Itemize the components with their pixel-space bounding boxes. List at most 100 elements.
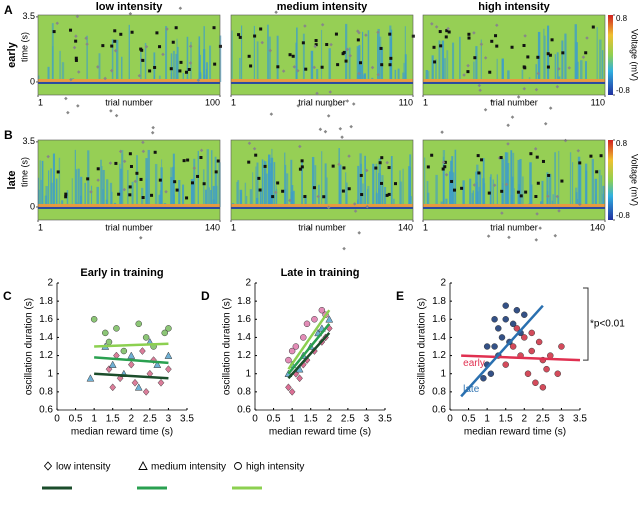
heatmap-marker [179, 60, 183, 64]
heatmap-stripe [479, 172, 482, 207]
heatmap-marker [110, 44, 114, 48]
heatmap-marker [599, 154, 603, 158]
heatmap-marker [519, 194, 523, 198]
heatmap-marker [374, 166, 378, 170]
heatmap-marker [555, 194, 560, 199]
x-tick-label: 1 [289, 414, 295, 425]
heatmap-stripe [338, 148, 341, 207]
heatmap-marker [349, 124, 353, 129]
x-tick-label: 0 [252, 414, 258, 425]
heatmap-marker [490, 99, 494, 103]
heatmap-stripe [140, 51, 142, 82]
colorbar-tick-label: -0.8 [616, 211, 630, 220]
fit-line [287, 323, 331, 375]
heatmap-stripe [295, 42, 297, 82]
heatmap-stripe [286, 173, 289, 207]
heatmap-stripe [255, 166, 257, 207]
heatmap-marker [534, 195, 538, 199]
heatmap-marker [178, 69, 182, 73]
y-tick-label: 1 [440, 368, 446, 379]
heatmap-stripe [480, 39, 482, 82]
heatmap-stripe [208, 187, 210, 207]
heatmap-marker [288, 53, 292, 57]
heatmap-marker [359, 61, 363, 65]
heatmap-marker [364, 168, 369, 173]
heatmap-marker [443, 165, 447, 169]
heatmap-marker [341, 52, 345, 56]
heatmap-band [38, 203, 220, 207]
heatmap-marker [500, 189, 504, 193]
heatmap-marker [336, 63, 340, 67]
heatmap-stripe [182, 73, 184, 82]
x-tick-label: 1 [423, 222, 428, 232]
heatmap-marker [296, 103, 301, 108]
heatmap-stripe [147, 149, 150, 207]
heatmap-marker [438, 30, 442, 34]
heatmap-stripe [256, 41, 259, 82]
heatmap-marker [444, 172, 449, 177]
heatmap-stripe [519, 159, 522, 207]
heatmap-marker [477, 171, 481, 175]
heatmap-stripe [381, 183, 384, 207]
x-tick-label: 3 [166, 414, 172, 425]
heatmap-stripe [40, 179, 42, 207]
heatmap-stripe [569, 152, 572, 207]
heatmap-stripe [501, 58, 504, 82]
heatmap-stripe [268, 36, 271, 82]
point [528, 329, 535, 337]
heatmap-stripe [190, 178, 194, 207]
heatmap-marker [135, 171, 139, 175]
heatmap-marker [488, 70, 492, 74]
heatmap-marker [548, 53, 552, 57]
heatmap-marker [184, 70, 188, 74]
heatmap-marker [494, 34, 498, 38]
heatmap-image [423, 15, 605, 126]
heatmap-marker [432, 45, 436, 49]
point [325, 315, 334, 323]
significance-bracket [583, 287, 589, 361]
y-tick-label: 1.8 [237, 296, 251, 307]
heatmap-marker [589, 154, 593, 158]
heatmap-stripe [302, 33, 305, 82]
heatmap-stripe [154, 163, 158, 207]
heatmap-image [231, 10, 415, 132]
heatmap-stripe [96, 186, 99, 207]
y-tick-label: 1 [245, 368, 251, 379]
heatmap-stripe [363, 74, 366, 82]
heatmap-stripe [602, 185, 605, 207]
heatmap-stripe [376, 191, 378, 207]
point [513, 325, 521, 332]
heatmap-marker [169, 67, 173, 71]
heatmap-marker [379, 46, 383, 50]
point [120, 347, 128, 355]
heatmap-marker [164, 189, 168, 194]
heatmap-marker [328, 103, 333, 108]
heatmap-stripe [366, 188, 369, 207]
heatmap-marker [119, 32, 123, 36]
heatmap-stripe [393, 198, 395, 207]
heatmap-stripe [144, 42, 147, 82]
panel-label: C [3, 289, 12, 303]
point [102, 329, 109, 337]
x-tick-label: 0 [54, 414, 60, 425]
heatmap-marker [359, 173, 363, 177]
heatmap-stripe [399, 181, 403, 207]
fit-line [287, 309, 331, 370]
heatmap-marker [158, 178, 162, 182]
heatmap-stripe [268, 171, 271, 207]
heatmap-marker [495, 44, 499, 48]
heatmap-marker [56, 170, 60, 174]
heatmap-marker [376, 30, 380, 34]
point [135, 320, 142, 328]
heatmap-band [231, 206, 413, 209]
heatmap-stripe [473, 61, 475, 82]
heatmap-marker [595, 170, 599, 174]
heatmap-marker [472, 31, 476, 35]
heatmap-marker [291, 54, 295, 58]
heatmap-stripe [101, 166, 103, 207]
fit-line [461, 354, 581, 362]
row-label: early [6, 41, 18, 68]
heatmap-stripe [256, 162, 259, 207]
heatmap-band [38, 206, 220, 209]
heatmap-marker [254, 153, 258, 157]
